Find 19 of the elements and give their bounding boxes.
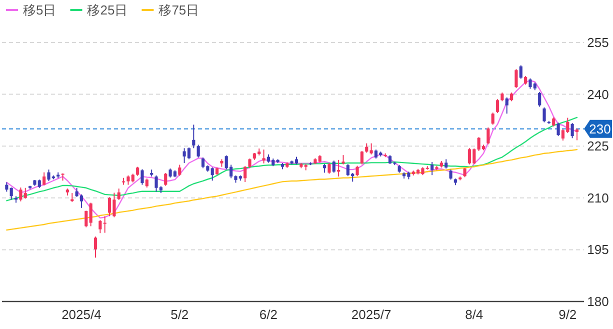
legend-label: 移25日 (87, 2, 128, 18)
x-tick-label: 9/2 (558, 307, 577, 322)
y-tick-label: 180 (587, 294, 609, 309)
x-tick-label: 8/4 (465, 307, 484, 322)
legend-label: 移75日 (158, 2, 200, 18)
ref-label: 230 (584, 120, 612, 138)
y-tick-label: 210 (587, 190, 609, 206)
line-series (6, 116, 578, 202)
y-tick-label: 240 (587, 86, 609, 102)
y-tick-label: 255 (587, 35, 609, 50)
x-tick-label: 5/2 (170, 307, 189, 322)
legend-label: 移5日 (23, 2, 56, 18)
y-tick-label: 195 (587, 242, 609, 258)
x-tick-label: 6/2 (259, 307, 278, 322)
ref-line-label: 230 (589, 121, 611, 136)
y-tick-label: 225 (587, 138, 609, 154)
line-series (6, 148, 578, 231)
x-tick-label: 2025/4 (62, 307, 102, 322)
x-tick-label: 2025/7 (351, 307, 392, 322)
